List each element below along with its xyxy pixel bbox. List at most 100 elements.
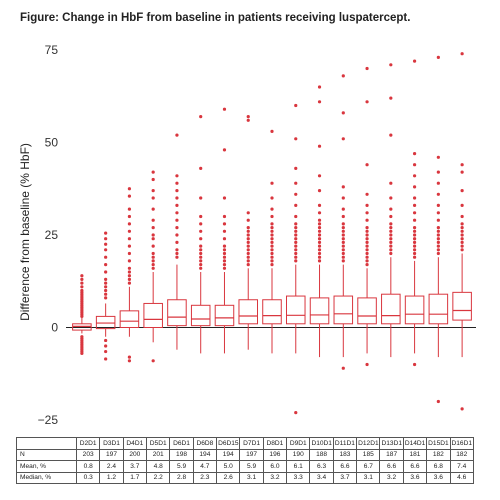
table-cell: 194 xyxy=(216,448,241,461)
table-cell: 2.2 xyxy=(146,471,171,484)
outlier-point xyxy=(412,237,417,241)
outlier-point xyxy=(222,148,227,152)
table-header-cell: D5D1 xyxy=(146,437,171,450)
outlier-point xyxy=(365,163,369,167)
outlier-point xyxy=(436,229,440,233)
y-tick-label: −25 xyxy=(38,413,59,427)
outlier-point xyxy=(127,274,132,278)
table-cell: 200 xyxy=(122,448,148,461)
outlier-point xyxy=(294,203,298,207)
outlier-point xyxy=(199,266,203,270)
outlier-point xyxy=(175,226,179,230)
y-tick-label: 50 xyxy=(45,136,59,150)
outlier-point xyxy=(175,181,179,185)
table-cell: 0.8 xyxy=(75,460,101,473)
outlier-point xyxy=(104,237,108,241)
interquartile-box xyxy=(119,310,140,329)
outlier-point xyxy=(412,362,417,367)
outlier-point xyxy=(175,203,179,207)
outlier-point xyxy=(412,233,417,237)
table-cell: 188 xyxy=(309,448,334,461)
box-d11d1 xyxy=(333,74,354,370)
table-cell: 4.6 xyxy=(449,471,474,484)
outlier-point xyxy=(80,274,84,278)
outlier-point xyxy=(294,255,298,259)
table-cell: 6.8 xyxy=(426,460,451,473)
outlier-point xyxy=(294,214,298,219)
outlier-point xyxy=(104,296,108,300)
outlier-point xyxy=(294,251,298,256)
outlier-point xyxy=(270,229,274,233)
outlier-point xyxy=(199,248,203,252)
outlier-point xyxy=(436,251,440,256)
table-cell: 6.6 xyxy=(402,460,428,473)
outlier-point xyxy=(341,255,345,259)
outlier-point xyxy=(104,277,108,281)
outlier-point xyxy=(436,211,440,215)
box-d5d1 xyxy=(143,170,163,363)
outlier-point xyxy=(317,244,322,248)
outlier-point xyxy=(270,259,274,263)
figure-title: Figure: Change in HbF from baseline in p… xyxy=(20,12,411,24)
outlier-point xyxy=(317,218,322,222)
outlier-point xyxy=(412,229,417,233)
table-cell: 4.8 xyxy=(146,460,171,473)
outlier-point xyxy=(317,251,322,256)
table-header-row: D2D1 D3D1 D4D1 D5D1 D6D1 D6D8 D6D15 D7D1 D8D1 D9D… xyxy=(16,437,474,450)
outlier-point xyxy=(365,237,369,241)
outlier-point xyxy=(175,196,179,200)
outlier-point xyxy=(341,214,345,219)
outlier-point xyxy=(199,237,203,241)
outlier-point xyxy=(412,152,417,156)
table-cell: 3.2 xyxy=(262,471,288,484)
table-cell: 182 xyxy=(426,448,451,461)
y-axis: −25 0 25 50 75 xyxy=(38,43,59,427)
table-header-cell: D2D1 xyxy=(75,437,101,450)
outlier-point xyxy=(222,266,227,270)
interquartile-box xyxy=(333,295,354,325)
outlier-point xyxy=(365,251,369,256)
outlier-point xyxy=(246,251,250,256)
outlier-point xyxy=(341,74,345,78)
table-cell: 187 xyxy=(379,448,404,461)
outlier-point xyxy=(294,248,298,252)
outlier-point xyxy=(270,233,274,237)
outlier-point xyxy=(104,288,108,293)
outlier-point xyxy=(341,229,345,233)
box-d4d1 xyxy=(119,187,140,363)
outlier-point xyxy=(436,248,440,252)
box-d6d8 xyxy=(190,115,211,354)
outlier-point xyxy=(222,196,227,200)
table-cell: 183 xyxy=(332,448,358,461)
outlier-point xyxy=(127,259,132,263)
outlier-point xyxy=(127,222,132,226)
outlier-point xyxy=(436,244,440,248)
box-plot-chart: −25 0 25 50 75 Difference from baseline (% H… xyxy=(18,43,476,427)
outlier-point xyxy=(246,229,250,233)
table-cell: 3.2 xyxy=(379,471,404,484)
table-cell: 5.9 xyxy=(239,460,264,473)
outlier-point xyxy=(270,251,274,256)
outlier-point xyxy=(460,163,464,167)
outlier-point xyxy=(175,240,179,244)
table-cell: 2.4 xyxy=(99,460,124,473)
outlier-point xyxy=(127,270,132,274)
outlier-point xyxy=(175,255,179,259)
outlier-point xyxy=(294,233,298,237)
table-header-cell: D4D1 xyxy=(122,437,148,450)
outlier-point xyxy=(104,285,108,289)
table-header-cell: D12D1 xyxy=(356,437,381,450)
table-header-cell: D10D1 xyxy=(309,437,334,450)
outlier-point xyxy=(365,255,369,259)
outlier-point xyxy=(389,214,393,219)
outlier-point xyxy=(270,255,274,259)
outlier-point xyxy=(341,196,345,200)
outlier-point xyxy=(270,196,274,200)
table-cell: 5.9 xyxy=(169,460,194,473)
table-cell: 3.4 xyxy=(309,471,334,484)
outlier-point xyxy=(151,233,155,237)
outlier-point xyxy=(104,231,108,235)
outlier-point xyxy=(341,259,345,263)
box-d15d1 xyxy=(428,55,449,404)
outlier-point xyxy=(246,233,250,237)
